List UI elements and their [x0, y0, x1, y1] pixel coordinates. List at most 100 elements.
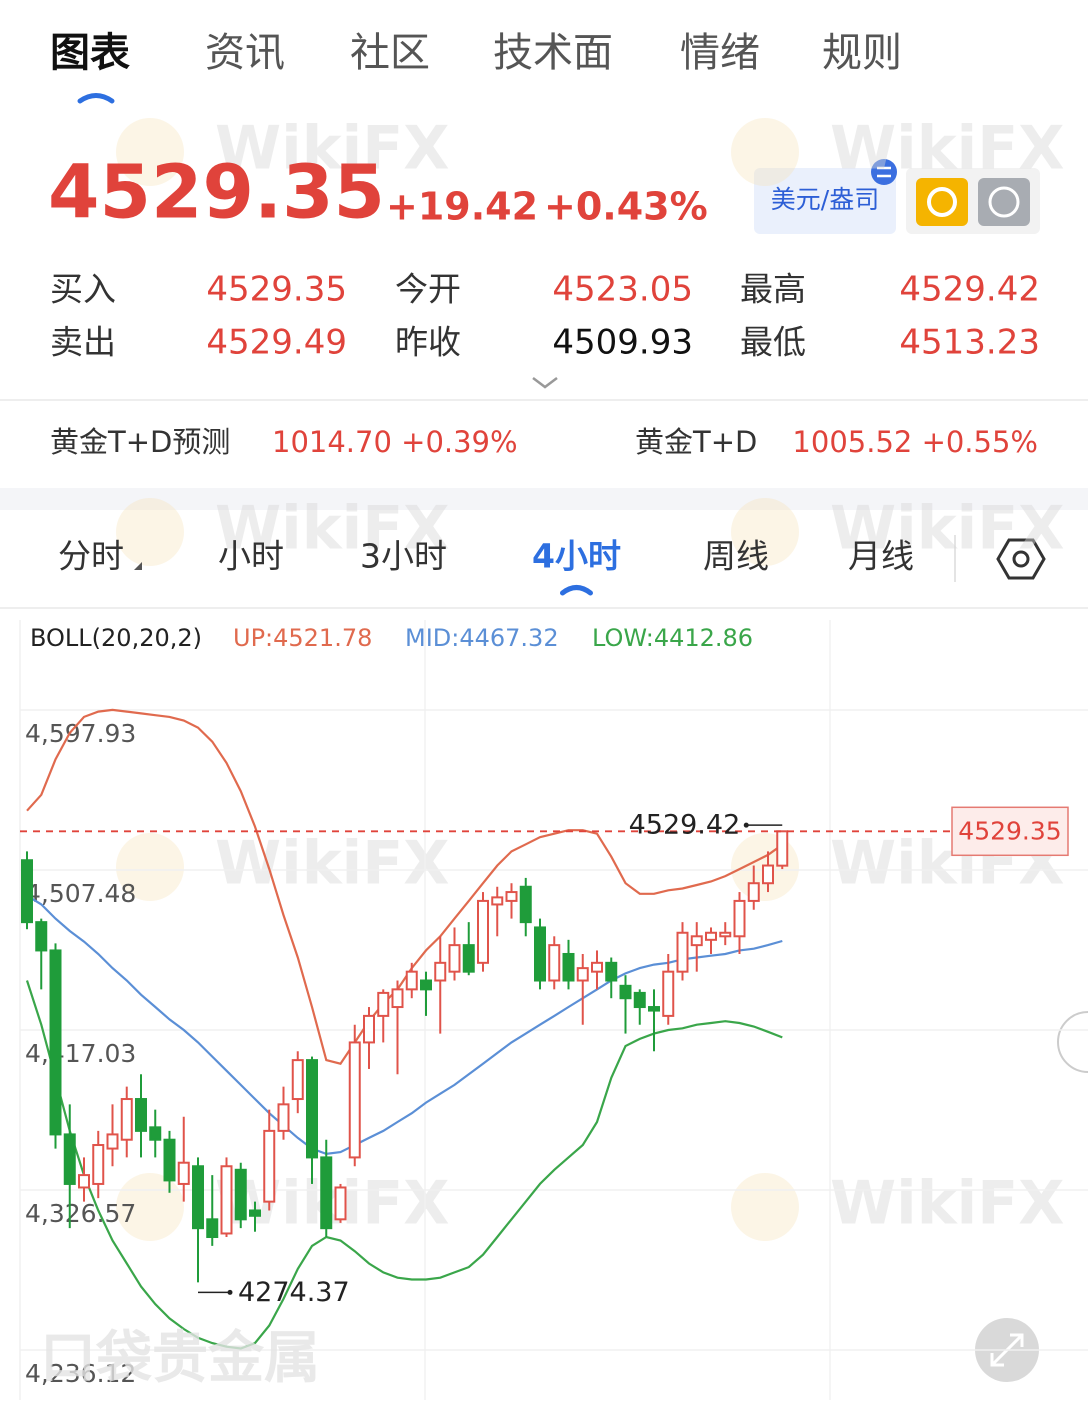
quote-value: 4529.35 [206, 270, 347, 310]
candle-body [163, 1138, 176, 1182]
candle-body [662, 970, 675, 1017]
icon-buttons [906, 168, 1040, 234]
watermark: WikiFX [830, 494, 1064, 564]
period-tab[interactable]: 4小时 [532, 537, 621, 576]
period-tab[interactable]: 小时 [218, 537, 284, 576]
top-tab[interactable]: 技术面 [493, 30, 613, 76]
candle-body [391, 988, 404, 1009]
candle-body [648, 1006, 660, 1012]
unit-button[interactable]: 美元/盎司 [754, 159, 897, 234]
refresh-button[interactable] [916, 178, 968, 226]
legend-entry: UP:4521.78 [233, 624, 372, 652]
candle-body [534, 926, 546, 982]
top-tab[interactable]: 资讯 [205, 30, 285, 76]
boll-upper [26, 708, 783, 1065]
top-tab[interactable]: 规则 [822, 30, 902, 76]
candle-body [348, 1041, 361, 1159]
candle-body [733, 899, 746, 938]
candle-body [249, 1209, 261, 1217]
watermark: WikiFX [215, 114, 449, 184]
candle-body [719, 931, 732, 938]
expand-chevron[interactable] [532, 377, 558, 389]
price-change-pct: +0.43% [544, 185, 708, 229]
candle-body [676, 931, 689, 973]
candle-body [705, 931, 717, 941]
quote-value: 4513.23 [899, 323, 1040, 363]
watermark: WikiFX [215, 494, 449, 564]
boll-mid [26, 894, 783, 1156]
candle-body [434, 961, 447, 982]
candle-body [277, 1103, 290, 1132]
active-period-caret [559, 585, 593, 596]
candle-body [633, 991, 646, 1009]
candle-body [576, 967, 589, 982]
top-tab[interactable]: 社区 [350, 30, 430, 76]
top-tab[interactable]: 情绪 [680, 30, 760, 76]
watermark: WikiFX [830, 1169, 1064, 1239]
related-name: 黄金T+D [635, 425, 757, 459]
candle-body [519, 885, 532, 924]
unit-button-bg [754, 168, 896, 234]
settings-icon [996, 538, 1046, 580]
watermark-logo [731, 118, 799, 186]
y-tick-label: 4,236.12 [25, 1359, 136, 1388]
quote-label: 最低 [740, 323, 806, 362]
quote-value: 4523.05 [552, 270, 693, 310]
y-tick-label: 4,507.48 [25, 879, 136, 908]
candle-body [234, 1168, 247, 1221]
period-tab[interactable]: 周线 [703, 537, 769, 576]
quote-label: 最高 [740, 270, 806, 309]
dropdown-mark [134, 562, 142, 570]
candle-body [363, 1014, 375, 1044]
period-tab[interactable]: 分时 [58, 537, 124, 576]
candle-body [21, 859, 33, 924]
candle-body [776, 830, 789, 867]
watermark-logo [116, 498, 184, 566]
settings-icon-dot [1012, 550, 1030, 568]
currency-icon [988, 186, 1020, 218]
candle-body [291, 1059, 304, 1101]
candle-body [491, 896, 504, 906]
candle-body [762, 864, 774, 885]
quote-value: 4529.42 [899, 270, 1040, 310]
related-value: 1005.52 +0.55% [792, 425, 1038, 459]
quote-label: 卖出 [50, 323, 116, 362]
currency-button[interactable] [978, 178, 1030, 226]
candle-body [320, 1156, 333, 1230]
y-tick-label: 4,417.03 [25, 1039, 136, 1068]
low-marker-dot [227, 1289, 233, 1295]
candle-body [477, 899, 489, 964]
candle-body [92, 1144, 105, 1185]
candle-body [35, 921, 48, 952]
brand-logo: 口袋贵金属 [40, 1326, 320, 1391]
candle-body [462, 944, 475, 973]
high-marker-dot [743, 822, 749, 828]
related-value: 1014.70 +0.39% [272, 425, 518, 459]
candle-body [448, 944, 461, 973]
last-price-tag-label: 4529.35 [958, 816, 1061, 845]
candle-body [747, 882, 760, 902]
period-tab[interactable]: 月线 [848, 537, 914, 576]
legend-entry: MID:4467.32 [405, 624, 559, 652]
y-tick-label: 4,326.57 [25, 1199, 136, 1228]
indicator-name: BOLL(20,20,2) [30, 624, 202, 652]
settings-button[interactable] [996, 538, 1046, 580]
candle-body [263, 1129, 276, 1203]
top-tab[interactable]: 图表 [50, 30, 130, 76]
candle-body [78, 1174, 90, 1189]
candle-body [405, 970, 418, 991]
period-tab[interactable]: 3小时 [360, 537, 447, 576]
candle-body [192, 1165, 204, 1230]
low-marker-label: 4274.37 [238, 1277, 350, 1308]
candle-body [120, 1098, 133, 1141]
candle-body [306, 1059, 318, 1159]
watermark: WikiFX [215, 829, 449, 899]
section-gap [0, 488, 1088, 510]
y-tick-label: 4,597.93 [25, 719, 136, 748]
quote-label: 今开 [395, 270, 461, 309]
candle-body [605, 961, 618, 982]
candle-body [505, 891, 518, 902]
side-handle[interactable] [1057, 1011, 1088, 1073]
